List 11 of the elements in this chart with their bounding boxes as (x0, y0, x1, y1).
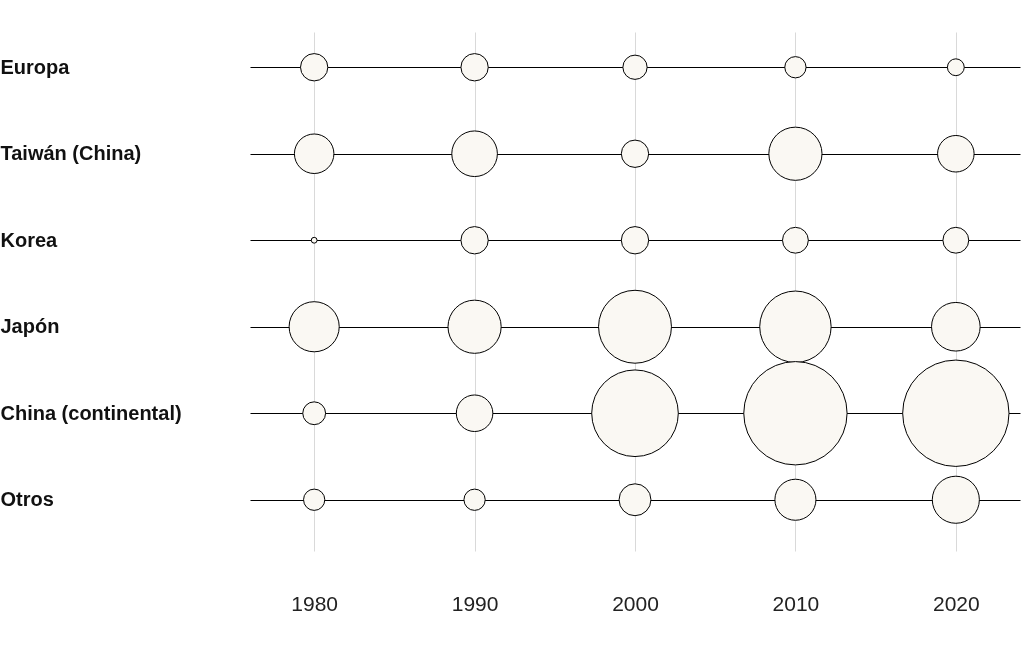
y-tick-label: Europa (0, 55, 71, 78)
y-tick-label: China (continental) (0, 401, 182, 424)
y-tick-label: Otros (0, 488, 54, 511)
x-tick-label: 2010 (772, 591, 820, 615)
y-tick-label: Japón (0, 315, 60, 338)
x-tick-label: 1980 (291, 591, 339, 615)
y-tick-label: Korea (0, 228, 59, 251)
x-tick-label: 2000 (612, 591, 659, 615)
x-tick-label: 2020 (932, 591, 980, 615)
x-tick-label: 1990 (451, 591, 499, 615)
y-tick-label: Taiwán (China) (0, 142, 142, 165)
